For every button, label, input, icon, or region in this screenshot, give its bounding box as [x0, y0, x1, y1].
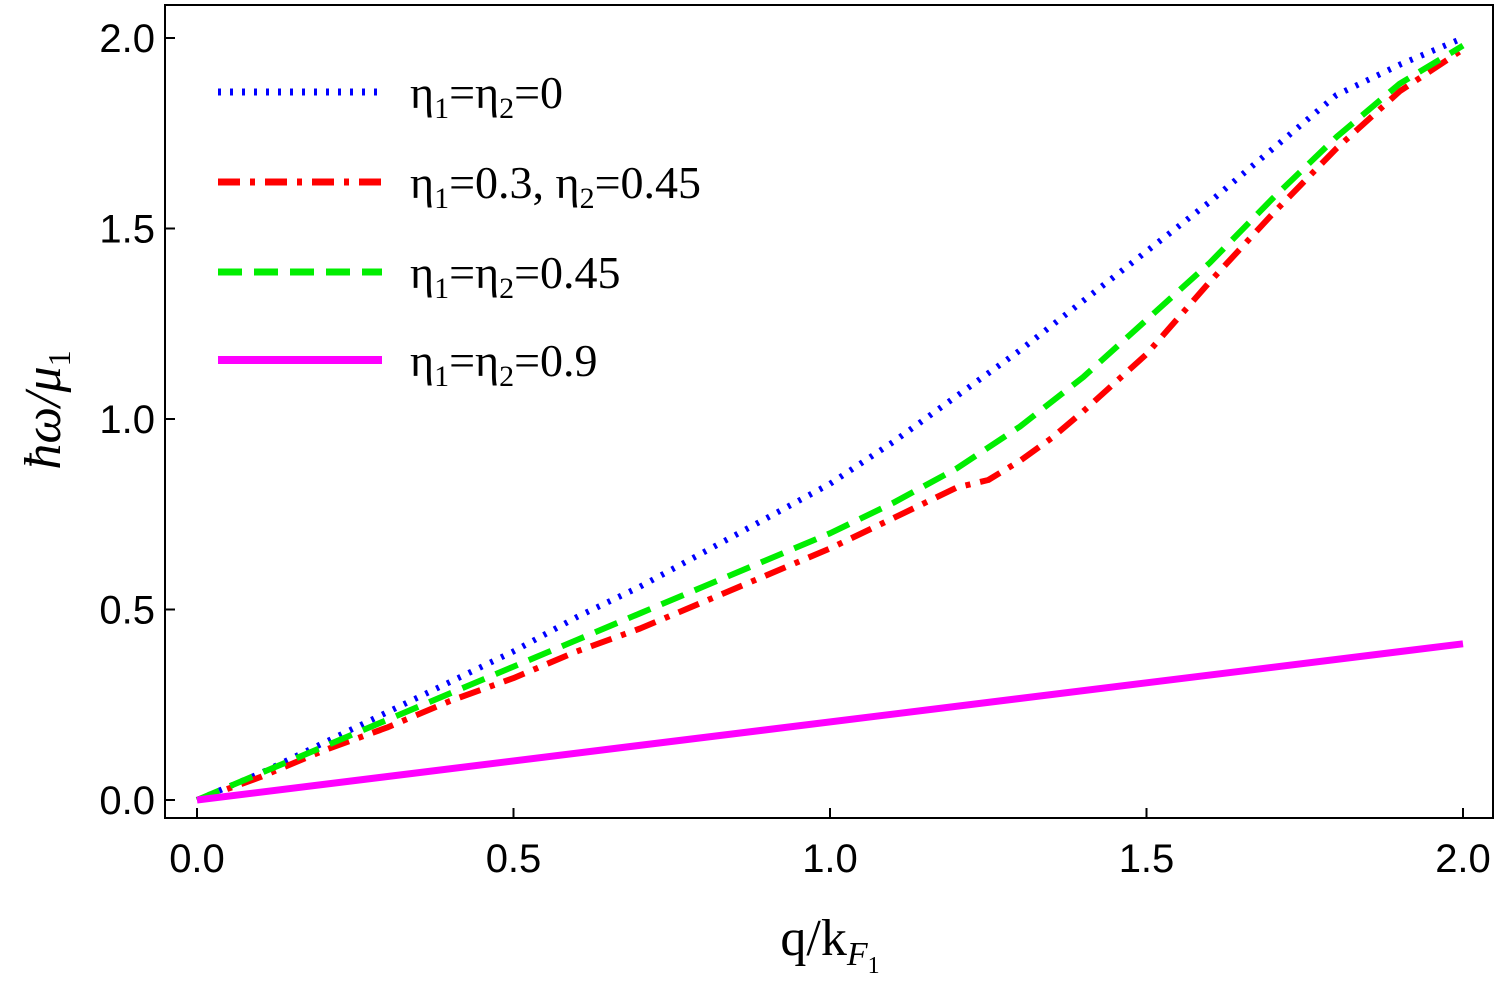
- legend-text-part: η: [410, 335, 434, 386]
- series-line-4: [196, 640, 1464, 804]
- legend-text-part: =0.9: [514, 335, 597, 386]
- y-axis-label-main: ħω/μ: [15, 366, 72, 469]
- legend-subscript: 1: [434, 92, 449, 125]
- x-axis-ticks: 0.0 0.5 1.0 1.5 2.0: [169, 808, 1491, 881]
- legend-subscript: 2: [580, 182, 595, 215]
- legend-text-part: =η: [449, 247, 499, 298]
- series-layer: [195, 35, 1465, 804]
- x-tick-label: 1.0: [802, 837, 858, 881]
- x-tick-label: 0.0: [169, 837, 225, 881]
- plot-frame: [164, 4, 1494, 819]
- legend-text-part: =0.3, η: [449, 157, 580, 208]
- y-axis-ticks: 0.0 0.5 1.0 1.5 2.0: [99, 17, 175, 823]
- legend-text-part: =η: [449, 67, 499, 118]
- legend-label-2: η1=0.3, η2=0.45: [410, 157, 701, 215]
- y-tick-label: 2.0: [99, 17, 155, 61]
- y-tick-label: 0.0: [99, 779, 155, 823]
- series-line-3: [195, 43, 1465, 803]
- x-axis-label-sub: F: [846, 936, 869, 973]
- x-tick-label: 1.5: [1119, 837, 1175, 881]
- legend-subscript: 1: [434, 182, 449, 215]
- x-tick-label: 2.0: [1435, 837, 1491, 881]
- y-tick-label: 0.5: [99, 589, 155, 633]
- legend-subscript: 1: [434, 360, 449, 393]
- x-axis-label-main: q/k: [780, 910, 846, 967]
- legend-label-4: η1=η2=0.9: [410, 335, 598, 393]
- legend-text-part: η: [410, 67, 434, 118]
- series-line-1: [195, 35, 1465, 803]
- series-line-2: [195, 46, 1465, 803]
- legend-text-part: =0.45: [514, 247, 620, 298]
- legend-text-part: =0: [514, 67, 563, 118]
- y-axis-label-sub: 1: [41, 350, 77, 366]
- x-tick-label: 0.5: [486, 837, 542, 881]
- legend-subscript: 1: [434, 272, 449, 305]
- legend: η1=η2=0η1=0.3, η2=0.45η1=η2=0.45η1=η2=0.…: [218, 67, 701, 393]
- legend-subscript: 2: [499, 272, 514, 305]
- legend-text-part: η: [410, 157, 434, 208]
- legend-text-part: =η: [449, 335, 499, 386]
- legend-label-3: η1=η2=0.45: [410, 247, 621, 305]
- y-tick-label: 1.0: [99, 398, 155, 442]
- legend-subscript: 2: [499, 360, 514, 393]
- y-axis-label: ħω/μ1: [15, 350, 77, 469]
- legend-text-part: η: [410, 247, 434, 298]
- x-axis-label: q/kF1: [780, 910, 879, 979]
- legend-text-part: =0.45: [595, 157, 701, 208]
- legend-label-1: η1=η2=0: [410, 67, 563, 125]
- y-tick-label: 1.5: [99, 208, 155, 252]
- legend-subscript: 2: [499, 92, 514, 125]
- x-axis-label-subsub: 1: [868, 953, 880, 979]
